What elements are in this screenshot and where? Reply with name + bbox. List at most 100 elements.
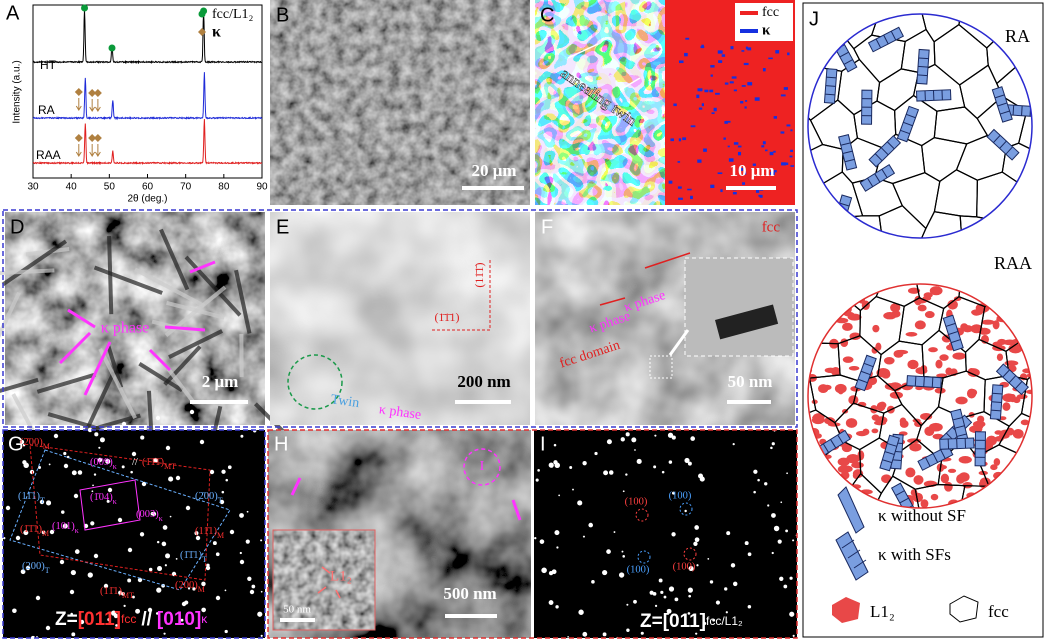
label: B (276, 4, 289, 26)
kappa-speck (742, 182, 746, 185)
spot (15, 535, 21, 541)
l12-particle (981, 319, 995, 325)
spot (49, 529, 55, 535)
spot (693, 541, 698, 546)
spot (175, 557, 178, 560)
label: (100) (625, 496, 648, 507)
spot-label: (1̄04)κ (90, 492, 117, 506)
spot (201, 607, 206, 613)
label: G (8, 433, 24, 455)
kappa-speck (786, 124, 791, 127)
kappa-speck (747, 82, 753, 86)
spot (636, 458, 642, 465)
fault (931, 377, 934, 388)
spot (688, 565, 694, 572)
spot (185, 505, 191, 511)
label: κ phase (101, 320, 150, 337)
l12-particle (956, 474, 966, 484)
l12-particle (830, 367, 841, 376)
spot (622, 490, 625, 493)
spot (132, 595, 135, 599)
spot (130, 470, 133, 474)
lath (168, 329, 223, 359)
kappa-speck (744, 106, 747, 109)
spot (123, 604, 126, 607)
spot-index: (1̄1̄1) (180, 550, 202, 561)
fault (990, 409, 1002, 412)
spot (257, 611, 263, 617)
spot-sub: κ (113, 497, 117, 506)
spot (225, 478, 229, 482)
spot (633, 599, 637, 604)
spot (165, 445, 171, 451)
l12-particle (872, 324, 880, 333)
kappa-speck (783, 87, 788, 90)
kappa-marker (93, 89, 102, 97)
kappa-speck (677, 186, 682, 189)
spot-label: (1̄1̄1̄)MT (142, 457, 176, 471)
spot (654, 434, 657, 437)
spot (98, 446, 101, 449)
kappa-speck (745, 100, 748, 102)
kappa-speck (781, 162, 787, 166)
spot (240, 434, 244, 438)
label: HT (40, 58, 57, 72)
spot (35, 595, 41, 601)
fault (945, 322, 956, 327)
l12-particle (994, 430, 1003, 435)
net (79, 479, 141, 531)
spot (558, 494, 561, 497)
fault (903, 505, 913, 508)
kappa-speck (770, 171, 775, 175)
l12-particle (928, 347, 938, 353)
spot (732, 581, 738, 587)
kappa-speck (731, 76, 737, 79)
kappa-speck (768, 57, 773, 60)
spot (569, 465, 573, 469)
l12-particle (1008, 343, 1023, 354)
l12-particle (993, 458, 1001, 466)
group-box (267, 429, 798, 639)
fault (903, 121, 913, 127)
spot (164, 564, 167, 567)
l12-particle (889, 391, 903, 399)
fault (994, 94, 1005, 99)
kappa-speck (697, 159, 702, 163)
kappa-marker (74, 134, 83, 142)
label: (1̄1̄1) (434, 310, 459, 324)
spot (674, 597, 679, 602)
spot (70, 569, 76, 576)
kappa-speck (752, 163, 756, 166)
grain (1020, 368, 1032, 427)
spot (227, 465, 232, 470)
spot (12, 608, 17, 614)
spot (556, 546, 559, 549)
spot-ring (637, 550, 651, 564)
inset-dark (715, 304, 779, 340)
label: RA (38, 103, 55, 117)
spot (195, 535, 201, 541)
l12-particle (920, 412, 933, 420)
label: Intensity (a.u.) (12, 60, 23, 123)
spot (687, 461, 692, 466)
spot (773, 525, 780, 532)
kappa-speck (697, 88, 703, 92)
micrograph (5, 212, 265, 425)
l12-particle (935, 359, 943, 369)
spot (77, 470, 83, 475)
l12-particle (930, 493, 939, 501)
fault (992, 392, 1003, 395)
legend-kappa (837, 486, 865, 534)
spot (71, 632, 76, 637)
spot (789, 576, 793, 580)
spot (106, 499, 110, 503)
label: fcc (988, 602, 1009, 621)
fault (863, 362, 874, 368)
scale-bar (462, 186, 524, 190)
spot (23, 530, 29, 536)
lath (166, 367, 197, 405)
l12-particle (845, 418, 858, 428)
spot (789, 611, 795, 617)
label: (11̄1̄) (472, 262, 486, 287)
zone-axis: Z=[011]fcc //[010]κ (55, 609, 208, 630)
